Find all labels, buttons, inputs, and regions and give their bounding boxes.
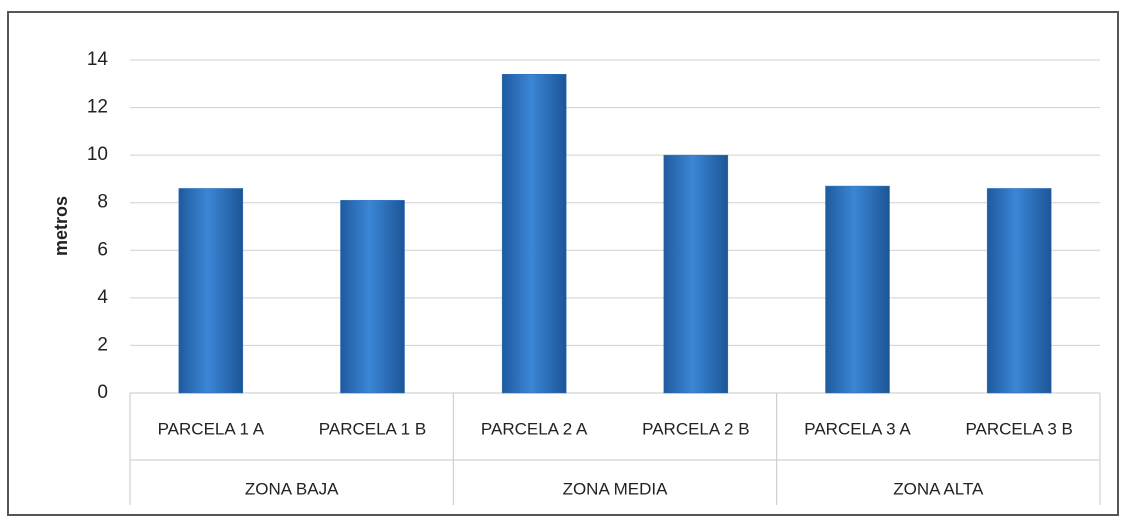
group-label: ZONA ALTA xyxy=(893,479,984,498)
y-tick-label: 0 xyxy=(97,382,108,403)
bar xyxy=(178,188,244,394)
bar xyxy=(825,185,890,394)
bar xyxy=(340,200,405,394)
x-tick-label: PARCELA 3 A xyxy=(804,419,911,438)
group-label: ZONA MEDIA xyxy=(563,479,669,498)
x-tick-label: PARCELA 3 B xyxy=(965,419,1072,438)
y-axis-label: metros xyxy=(51,196,71,256)
y-tick-label: 4 xyxy=(97,287,108,308)
bar xyxy=(501,74,567,394)
y-tick-label: 2 xyxy=(97,334,108,355)
y-tick-label: 8 xyxy=(97,192,108,213)
y-tick-label: 14 xyxy=(87,49,109,70)
bar xyxy=(986,188,1052,394)
y-tick-label: 12 xyxy=(87,97,108,118)
x-tick-label: PARCELA 2 B xyxy=(642,419,749,438)
y-tick-label: 6 xyxy=(97,239,108,260)
bar xyxy=(663,154,729,394)
group-label: ZONA BAJA xyxy=(245,479,339,498)
x-tick-label: PARCELA 2 A xyxy=(481,419,588,438)
x-tick-label: PARCELA 1 B xyxy=(319,419,426,438)
x-tick-label: PARCELA 1 A xyxy=(158,419,265,438)
y-tick-label: 10 xyxy=(87,144,108,165)
